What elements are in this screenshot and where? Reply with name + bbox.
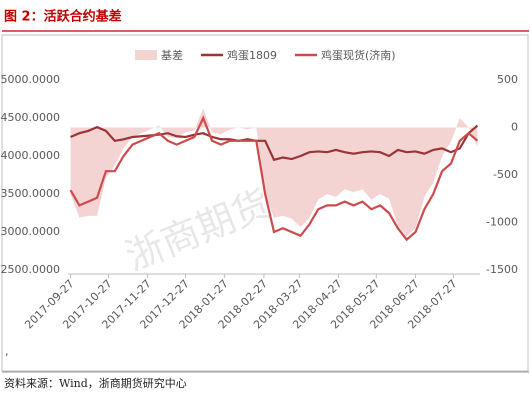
series-line	[69, 115, 479, 242]
y-tick-label: 3500.0000	[1, 187, 61, 200]
legend-item: 基差	[135, 48, 183, 62]
series-line	[70, 124, 479, 162]
y2-tick-label: -500	[493, 168, 518, 181]
legend-swatch	[135, 50, 157, 60]
chart-frame	[1, 34, 529, 372]
y-tick-label: 5000.0000	[1, 73, 61, 86]
y-tick-label: 3000.0000	[1, 225, 61, 238]
basis-area	[70, 108, 478, 237]
y2-tick-label: -1500	[486, 263, 518, 276]
y2-tick-label: -1000	[486, 216, 518, 229]
y2-tick-label: 0	[511, 121, 518, 134]
plot: 浙商期货研究中心2500.00003000.00003500.00004000.…	[1, 48, 519, 331]
legend-label: 鸡蛋1809	[227, 48, 277, 62]
y-tick-label: 4000.0000	[1, 149, 61, 162]
legend-item: 鸡蛋现货(济南)	[295, 48, 396, 62]
legend-label: 基差	[161, 48, 183, 62]
source: 资料来源：Wind，浙商期货研究中心	[4, 376, 187, 390]
figure-title: 图 2：活跃合约基差	[4, 9, 122, 25]
legend-item: 鸡蛋1809	[201, 48, 277, 62]
note: ,	[5, 345, 9, 358]
y2-tick-label: 500	[497, 73, 518, 86]
y-tick-label: 2500.0000	[1, 263, 61, 276]
y-tick-label: 4500.0000	[1, 111, 61, 124]
legend-label: 鸡蛋现货(济南)	[321, 48, 396, 62]
